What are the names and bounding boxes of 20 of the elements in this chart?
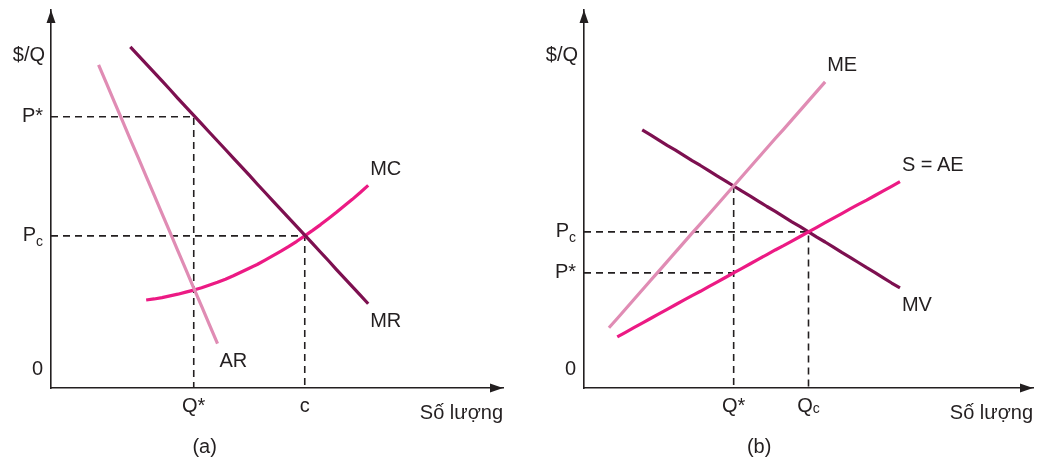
y-axis-title: $/Q [12, 42, 46, 65]
y-axis-title: $/Q [545, 42, 579, 65]
series-label: MC [370, 156, 402, 179]
series-label: P* [21, 104, 44, 127]
x-tick-label: Qc [797, 393, 820, 416]
series-label: AR [219, 349, 248, 372]
text: 0 [31, 356, 43, 379]
x-tick-label: c [299, 393, 310, 416]
x-axis-title: Số lượng [949, 400, 1034, 423]
x-axis-title: Số lượng [419, 400, 504, 423]
text: (a) [192, 434, 217, 457]
series-label: P* [554, 260, 577, 283]
text: 0 [564, 356, 576, 379]
series-label: S = AE [901, 153, 964, 176]
series-label: MV [901, 293, 933, 316]
series-label: MR [370, 309, 402, 332]
text: (b) [746, 434, 772, 457]
x-tick-label: Q* [182, 393, 206, 416]
series-label: ME [827, 53, 858, 76]
x-tick-label: Q* [722, 393, 746, 416]
